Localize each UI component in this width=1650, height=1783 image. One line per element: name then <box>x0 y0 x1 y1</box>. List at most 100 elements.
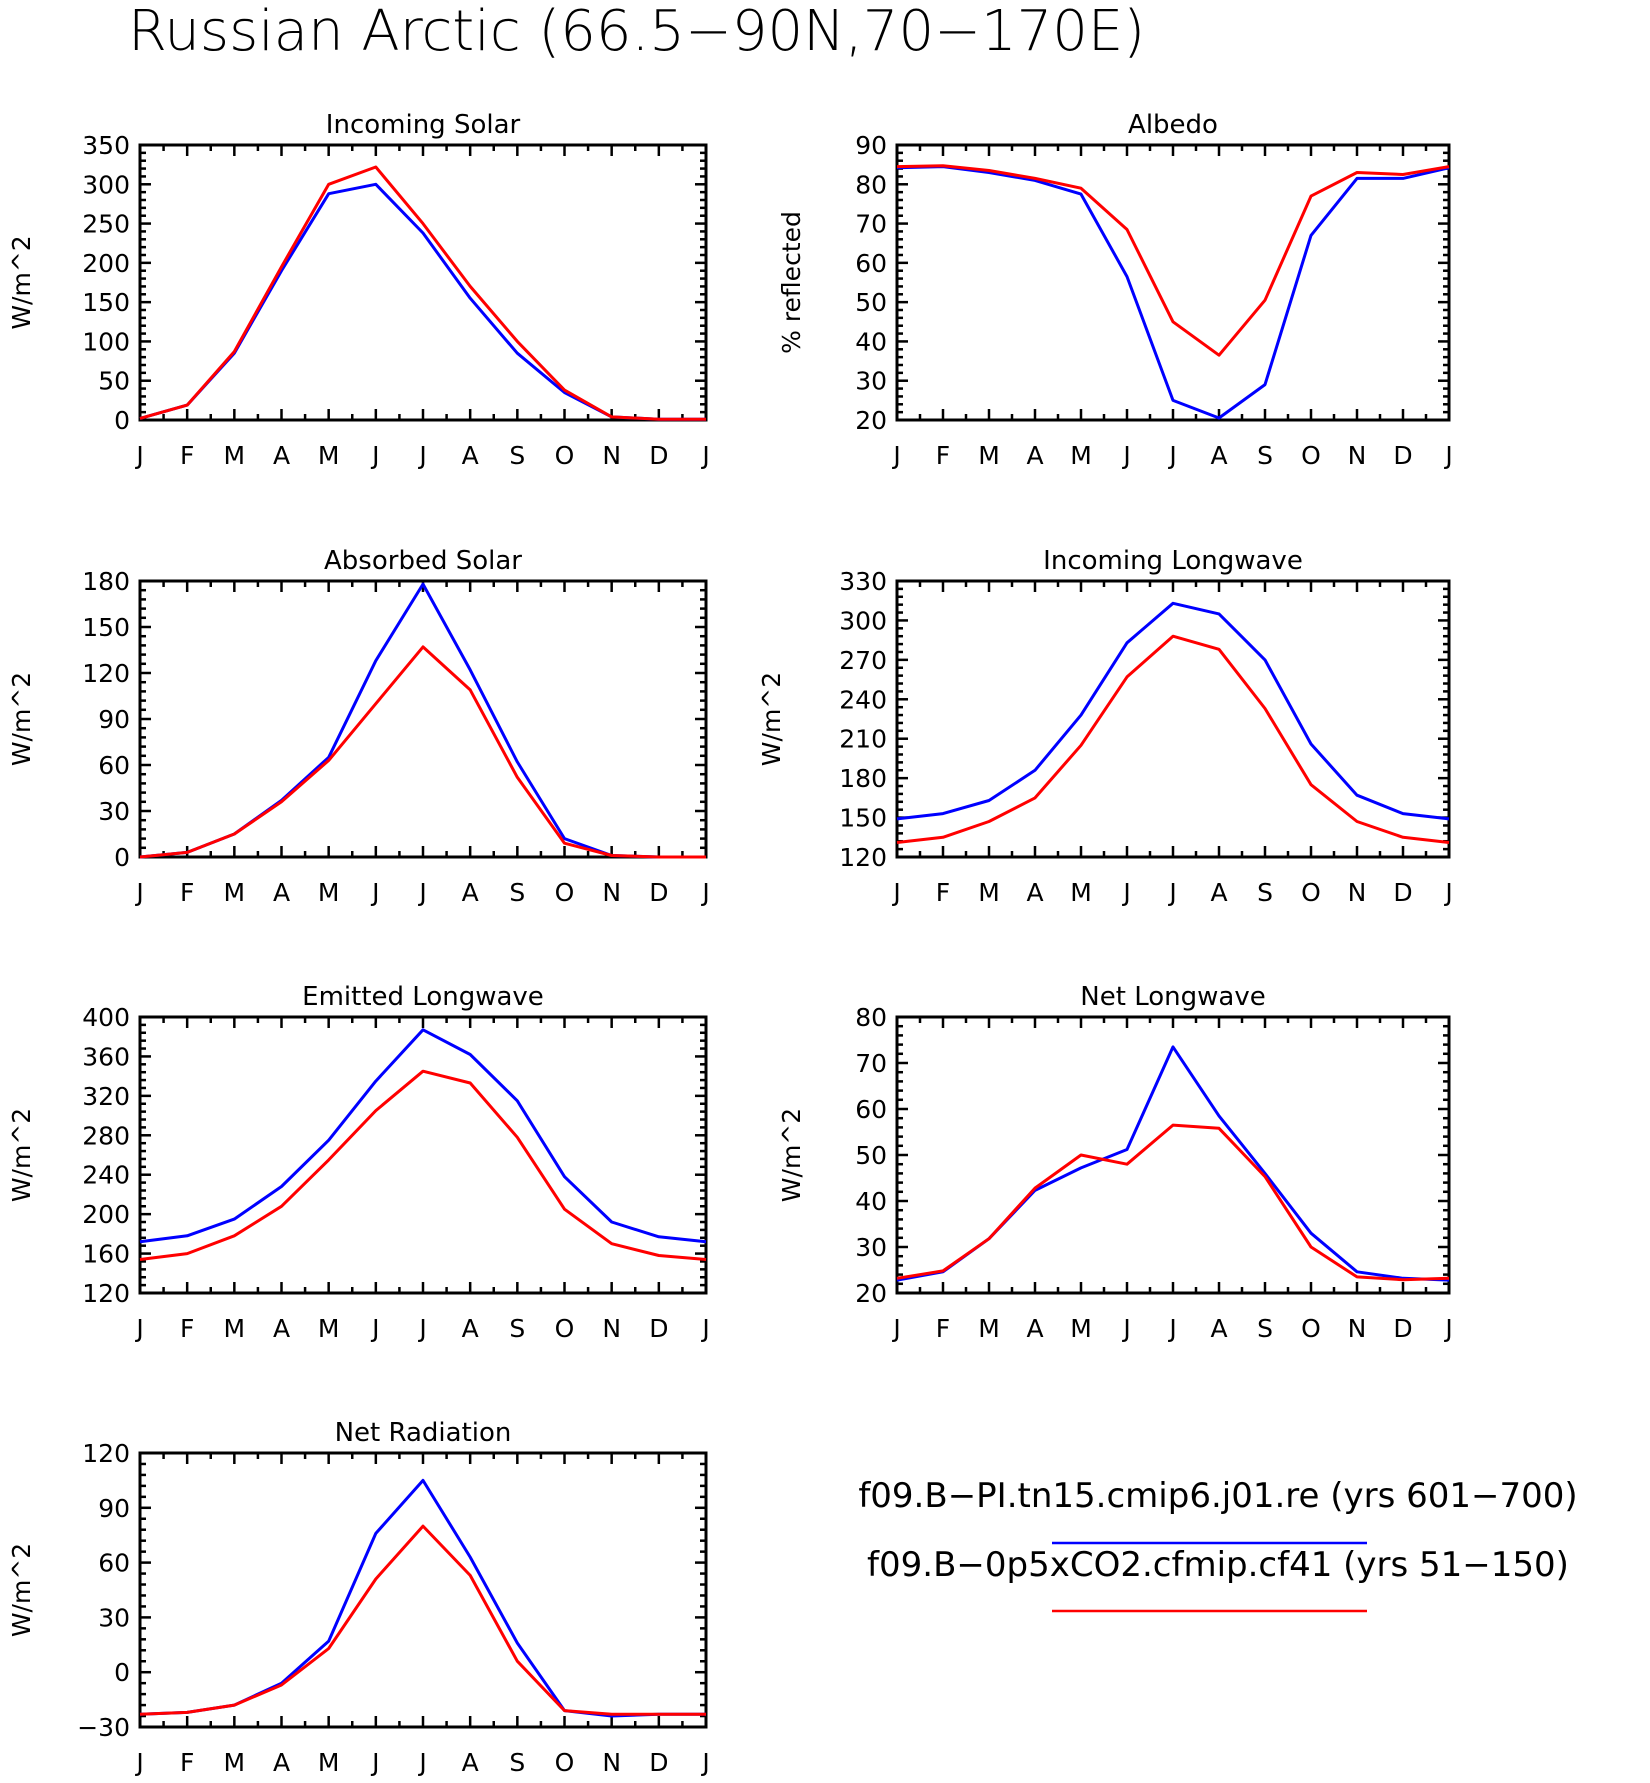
y-tick-label: 30 <box>855 367 887 396</box>
x-tick-label: J <box>1167 878 1176 907</box>
series-line-red <box>896 1123 1450 1282</box>
panel-title: Emitted Longwave <box>302 982 544 1012</box>
x-tick-label: S <box>509 878 525 907</box>
x-tick-label: J <box>1167 1314 1176 1343</box>
y-tick-label: 90 <box>98 705 130 734</box>
x-tick-label: D <box>649 1748 668 1777</box>
y-tick-label: 200 <box>82 1200 130 1229</box>
y-tick-label: 40 <box>855 1187 887 1216</box>
x-tick-label: D <box>649 441 668 470</box>
x-tick-label: M <box>318 1314 340 1343</box>
y-tick-label: 60 <box>98 1549 130 1578</box>
x-tick-label: F <box>180 441 194 470</box>
x-tick-label: M <box>318 1748 340 1777</box>
x-tick-label: A <box>1026 1314 1043 1343</box>
x-tick-label: M <box>1070 441 1092 470</box>
x-tick-label: O <box>555 441 575 470</box>
x-tick-label: J <box>891 441 900 470</box>
panel-title: Albedo <box>1128 110 1218 140</box>
x-tick-label: D <box>1393 441 1412 470</box>
y-tick-label: 120 <box>839 843 887 872</box>
x-tick-label: J <box>370 1748 379 1777</box>
x-tick-label: S <box>509 1748 525 1777</box>
x-tick-label: A <box>273 441 290 470</box>
y-tick-label: 350 <box>82 131 130 160</box>
y-tick-label: 180 <box>839 764 887 793</box>
y-tick-label: 180 <box>82 567 130 596</box>
x-tick-label: O <box>555 1748 575 1777</box>
x-tick-label: J <box>1443 1314 1452 1343</box>
y-tick-label: 120 <box>82 1279 130 1308</box>
series-line-blue <box>139 182 706 421</box>
y-tick-label: 280 <box>82 1121 130 1150</box>
x-tick-label: A <box>462 878 479 907</box>
y-axis-label: W/m^2 <box>7 672 36 766</box>
x-tick-label: N <box>1348 441 1367 470</box>
x-tick-label: F <box>936 878 950 907</box>
x-tick-label: D <box>1393 878 1412 907</box>
y-tick-label: 80 <box>855 1003 887 1032</box>
x-tick-label: A <box>273 878 290 907</box>
y-tick-label: 250 <box>82 210 130 239</box>
series-line-blue <box>139 582 706 859</box>
x-tick-label: N <box>602 441 621 470</box>
x-tick-label: A <box>1210 878 1227 907</box>
y-axis-label: % reflected <box>777 211 806 354</box>
x-tick-label: O <box>1301 441 1321 470</box>
x-tick-label: M <box>224 1748 246 1777</box>
x-tick-label: J <box>417 441 426 470</box>
x-tick-label: S <box>509 1314 525 1343</box>
plot-frame <box>138 1451 708 1729</box>
x-tick-label: S <box>1257 878 1273 907</box>
x-tick-label: M <box>1070 878 1092 907</box>
series-line-blue <box>896 165 1450 420</box>
y-tick-label: 400 <box>82 1003 130 1032</box>
x-tick-label: J <box>700 1748 709 1777</box>
x-tick-label: J <box>370 1314 379 1343</box>
x-tick-label: A <box>462 1314 479 1343</box>
plot-frame <box>138 1015 708 1295</box>
series-line-red <box>139 1069 707 1261</box>
y-tick-label: 60 <box>855 249 887 278</box>
legend: f09.B−PI.tn15.cmip6.j01.re (yrs 601−700)… <box>858 1476 1578 1613</box>
x-tick-label: S <box>1257 1314 1273 1343</box>
y-tick-label: 100 <box>82 327 130 356</box>
y-tick-label: 120 <box>82 1439 130 1468</box>
x-tick-label: J <box>891 878 900 907</box>
x-tick-label: O <box>1301 878 1321 907</box>
x-tick-label: J <box>370 878 379 907</box>
plot-frame <box>895 143 1451 422</box>
y-axis-label: W/m^2 <box>7 1543 36 1637</box>
x-tick-label: A <box>1210 441 1227 470</box>
series-line-red <box>139 165 706 421</box>
y-tick-label: 150 <box>839 804 887 833</box>
x-tick-label: M <box>224 878 246 907</box>
x-tick-label: M <box>318 441 340 470</box>
series-line-red <box>896 634 1450 844</box>
x-tick-label: M <box>978 878 1000 907</box>
x-tick-label: J <box>1121 441 1130 470</box>
y-tick-label: 0 <box>114 1658 130 1687</box>
x-tick-label: M <box>224 441 246 470</box>
x-tick-label: J <box>370 441 379 470</box>
series-line-red <box>139 1524 706 1716</box>
y-tick-label: 50 <box>855 1141 887 1170</box>
legend-label-red: f09.B−0p5xCO2.cfmip.cf41 (yrs 51−150) <box>867 1545 1569 1585</box>
y-tick-label: 50 <box>98 367 130 396</box>
x-tick-label: J <box>1443 878 1452 907</box>
x-tick-label: D <box>649 1314 668 1343</box>
x-tick-label: S <box>1257 441 1273 470</box>
x-tick-label: A <box>1210 1314 1227 1343</box>
y-tick-label: 60 <box>855 1095 887 1124</box>
x-tick-label: J <box>1443 441 1452 470</box>
y-tick-label: 30 <box>98 797 130 826</box>
x-tick-label: J <box>1121 1314 1130 1343</box>
x-tick-label: J <box>700 441 709 470</box>
panel-title: Incoming Solar <box>326 110 521 140</box>
series-line-blue <box>139 1028 707 1244</box>
